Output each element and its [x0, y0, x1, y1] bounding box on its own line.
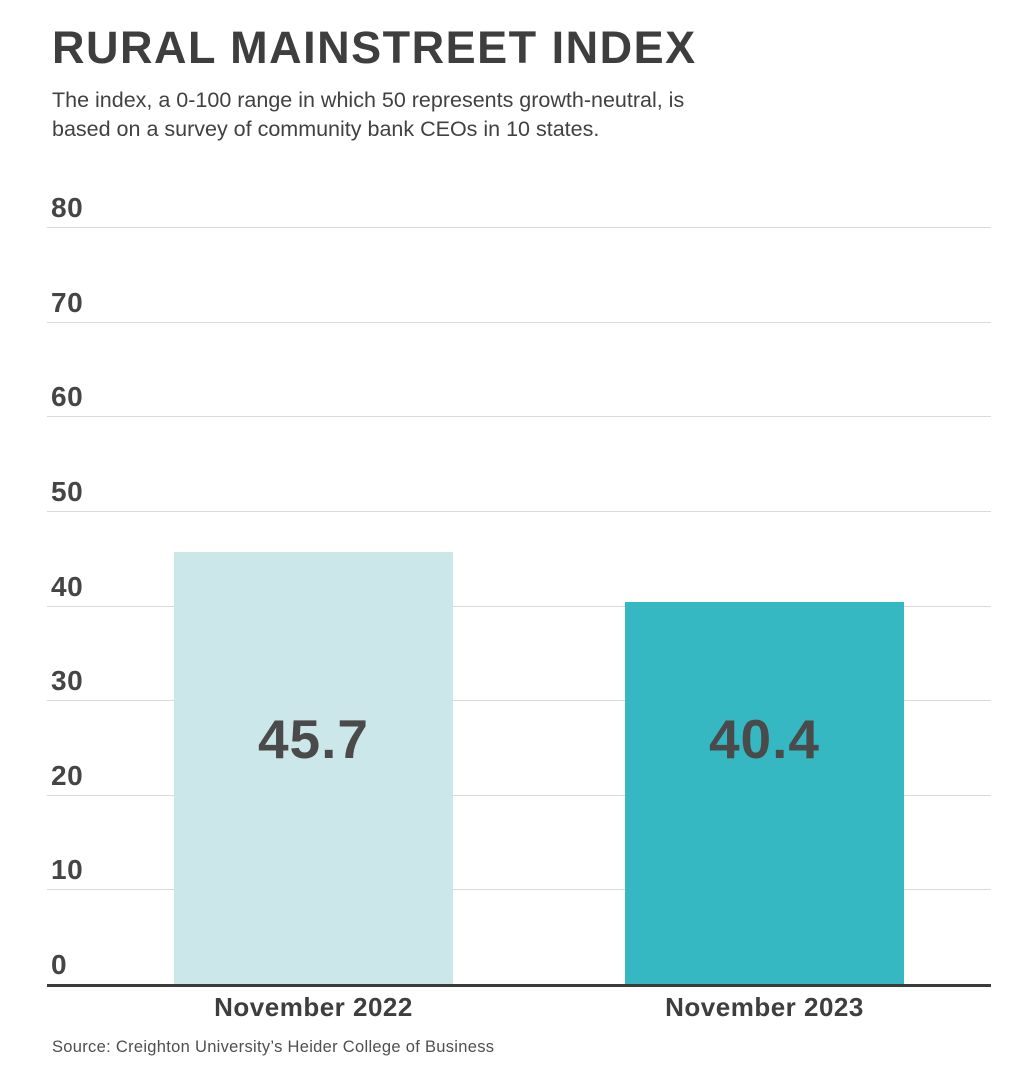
- gridline-10: [47, 889, 991, 890]
- y-tick-label-60: 60: [51, 381, 84, 412]
- bar-2: [625, 602, 904, 984]
- y-tick-label-0: 0: [51, 949, 68, 980]
- y-tick-label-30: 30: [51, 665, 84, 696]
- y-tick-label-50: 50: [51, 476, 84, 507]
- gridline-60: [47, 416, 991, 417]
- gridline-40: [47, 606, 991, 607]
- gridline-30: [47, 700, 991, 701]
- y-tick-label-10: 10: [51, 854, 84, 885]
- chart-subtitle-line-1: The index, a 0-100 range in which 50 rep…: [52, 88, 685, 112]
- y-tick-label-70: 70: [51, 287, 84, 318]
- gridline-20: [47, 795, 991, 796]
- y-tick-label-80: 80: [51, 192, 84, 223]
- x-category-label-1: November 2022: [214, 992, 413, 1022]
- source-note: Source: Creighton University’s Heider Co…: [52, 1038, 495, 1056]
- gridline-70: [47, 322, 991, 323]
- bar-chart-plot-area: 0 10 20 30 40 50 60 70 80 45.7 November 2022 40.4 No…: [47, 193, 991, 1022]
- bar-1: [174, 552, 453, 984]
- y-tick-label-40: 40: [51, 571, 84, 602]
- bar-value-label-1: 45.7: [257, 708, 370, 770]
- chart-subtitle: The index, a 0-100 range in which 50 rep…: [52, 86, 684, 144]
- page-title: RURAL MAINSTREET INDEX: [52, 22, 697, 73]
- bar-value-label-2: 40.4: [708, 708, 821, 770]
- gridline-80: [47, 227, 991, 228]
- gridline-50: [47, 511, 991, 512]
- chart-subtitle-line-2: based on a survey of community bank CEOs…: [52, 117, 600, 141]
- y-tick-label-20: 20: [51, 760, 84, 791]
- x-axis-line: [47, 984, 991, 987]
- x-category-label-2: November 2023: [665, 992, 864, 1022]
